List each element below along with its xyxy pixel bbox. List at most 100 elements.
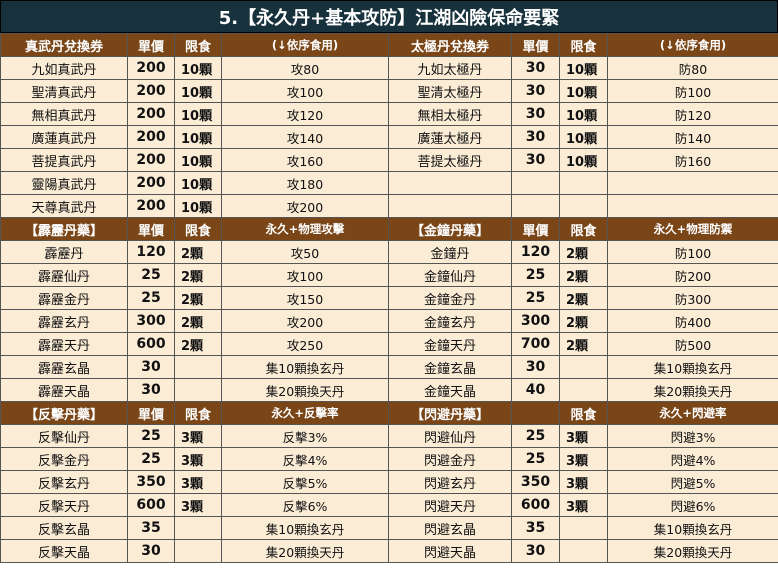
- item-limit: [559, 194, 608, 218]
- item-effect: 攻180: [221, 171, 389, 195]
- table-row: 霹靂仙丹 25 2顆 攻100 金鐘仙丹 25 2顆 防200: [0, 263, 778, 287]
- item-limit: 10顆: [559, 102, 608, 126]
- item-limit: [559, 378, 608, 402]
- item-effect: 攻160: [221, 148, 389, 172]
- item-limit: 3顆: [559, 424, 608, 448]
- item-effect: 攻50: [221, 240, 389, 264]
- item-price: 40: [511, 378, 560, 402]
- table-row: 霹靂玄晶 30 集10顆換玄丹 金鐘玄晶 30 集10顆換玄丹: [0, 355, 778, 379]
- column-header: 單價: [127, 401, 175, 425]
- item-price: [511, 171, 560, 195]
- item-limit: [559, 355, 608, 379]
- item-price: 600: [511, 493, 560, 517]
- item-limit: 2顆: [559, 332, 608, 356]
- item-limit: [559, 171, 608, 195]
- table-row: 天尊真武丹 200 10顆 攻200: [0, 194, 778, 218]
- column-header: 單價: [127, 33, 175, 57]
- item-limit: 10顆: [174, 102, 222, 126]
- column-header: 限食: [559, 401, 608, 425]
- item-effect: [607, 171, 778, 195]
- item-price: 25: [127, 447, 175, 471]
- item-limit: 3顆: [174, 424, 222, 448]
- item-limit: 2顆: [559, 240, 608, 264]
- item-effect: 攻250: [221, 332, 389, 356]
- item-effect: 集10顆換玄丹: [607, 516, 778, 540]
- item-name: 聖清真武丹: [0, 79, 128, 103]
- item-price: 30: [511, 102, 560, 126]
- item-effect: 集10顆換玄丹: [607, 355, 778, 379]
- item-name: 反擊天丹: [0, 493, 128, 517]
- table-row: 反擊玄晶 35 集10顆換玄丹 閃避玄晶 35 集10顆換玄丹: [0, 516, 778, 540]
- item-limit: 3顆: [174, 470, 222, 494]
- item-effect: 防160: [607, 148, 778, 172]
- item-price: 200: [127, 102, 175, 126]
- item-name: 霹靂天丹: [0, 332, 128, 356]
- item-limit: 10顆: [559, 79, 608, 103]
- elixir-table: 真武丹兌換券 單價 限食 (↓依序食用) 太極丹兌換券 單價 限食 (↓依序食用) 九如真武丹 2…: [0, 33, 778, 563]
- item-price: 200: [127, 79, 175, 103]
- item-name: 金鐘玄丹: [388, 309, 512, 333]
- item-name: 霹靂丹: [0, 240, 128, 264]
- item-price: 120: [127, 240, 175, 264]
- table-row: 菩提真武丹 200 10顆 攻160 菩提太極丹 30 10顆 防160: [0, 148, 778, 172]
- item-price: 25: [511, 447, 560, 471]
- item-name: 無相太極丹: [388, 102, 512, 126]
- item-price: 200: [127, 171, 175, 195]
- item-limit: 10顆: [174, 125, 222, 149]
- table-row: 霹靂金丹 25 2顆 攻150 金鐘金丹 25 2顆 防300: [0, 286, 778, 310]
- item-name: 金鐘仙丹: [388, 263, 512, 287]
- item-effect: 閃避5%: [607, 470, 778, 494]
- item-price: 350: [511, 470, 560, 494]
- item-price: 300: [127, 309, 175, 333]
- item-limit: 3顆: [559, 470, 608, 494]
- item-price: 25: [127, 424, 175, 448]
- item-price: 30: [511, 355, 560, 379]
- column-header: 永久+反擊率: [221, 401, 389, 425]
- column-header: 【霹靂丹藥】: [0, 217, 128, 241]
- item-effect: 防100: [607, 240, 778, 264]
- table-row: 聖清真武丹 200 10顆 攻100 聖清太極丹 30 10顆 防100: [0, 79, 778, 103]
- item-limit: 10顆: [559, 56, 608, 80]
- column-header: (↓依序食用): [607, 33, 778, 57]
- column-header: 限食: [559, 33, 608, 57]
- item-price: 30: [511, 79, 560, 103]
- item-limit: 2顆: [174, 332, 222, 356]
- table-row: 九如真武丹 200 10顆 攻80 九如太極丹 30 10顆 防80: [0, 56, 778, 80]
- item-effect: 防100: [607, 79, 778, 103]
- item-name: 閃避天丹: [388, 493, 512, 517]
- item-price: 25: [511, 424, 560, 448]
- item-limit: 2顆: [559, 263, 608, 287]
- item-price: 600: [127, 332, 175, 356]
- item-limit: 10顆: [174, 56, 222, 80]
- item-effect: 防200: [607, 263, 778, 287]
- item-effect: 集10顆換玄丹: [221, 355, 389, 379]
- item-effect: 集20顆換天丹: [221, 539, 389, 563]
- table-row: 反擊金丹 25 3顆 反擊4% 閃避金丹 25 3顆 閃避4%: [0, 447, 778, 471]
- item-limit: 2顆: [174, 263, 222, 287]
- item-effect: 防500: [607, 332, 778, 356]
- item-limit: 2顆: [174, 286, 222, 310]
- item-limit: 3顆: [174, 447, 222, 471]
- column-header: 【反擊丹藥】: [0, 401, 128, 425]
- item-name: 閃避金丹: [388, 447, 512, 471]
- item-limit: 2顆: [559, 286, 608, 310]
- item-effect: 反擊5%: [221, 470, 389, 494]
- item-effect: 集20顆換天丹: [221, 378, 389, 402]
- item-effect: 防140: [607, 125, 778, 149]
- item-name: 聖清太極丹: [388, 79, 512, 103]
- item-name: 廣蓮真武丹: [0, 125, 128, 149]
- item-price: 30: [127, 378, 175, 402]
- section2-header-row: 【霹靂丹藥】 單價 限食 永久+物理攻擊 【金鐘丹藥】 單價 限食 永久+物理防禦: [0, 217, 778, 241]
- table-row: 反擊天晶 30 集20顆換天丹 閃避天晶 30 集20顆換天丹: [0, 539, 778, 563]
- item-limit: 3顆: [559, 493, 608, 517]
- item-name: 菩提真武丹: [0, 148, 128, 172]
- column-header: 永久+物理攻擊: [221, 217, 389, 241]
- item-limit: 3顆: [559, 447, 608, 471]
- item-name: 九如太極丹: [388, 56, 512, 80]
- item-limit: [174, 516, 222, 540]
- item-price: 35: [127, 516, 175, 540]
- item-effect: 閃避6%: [607, 493, 778, 517]
- table-row: 霹靂丹 120 2顆 攻50 金鐘丹 120 2顆 防100: [0, 240, 778, 264]
- item-price: 700: [511, 332, 560, 356]
- column-header: 【閃避丹藥】: [388, 401, 512, 425]
